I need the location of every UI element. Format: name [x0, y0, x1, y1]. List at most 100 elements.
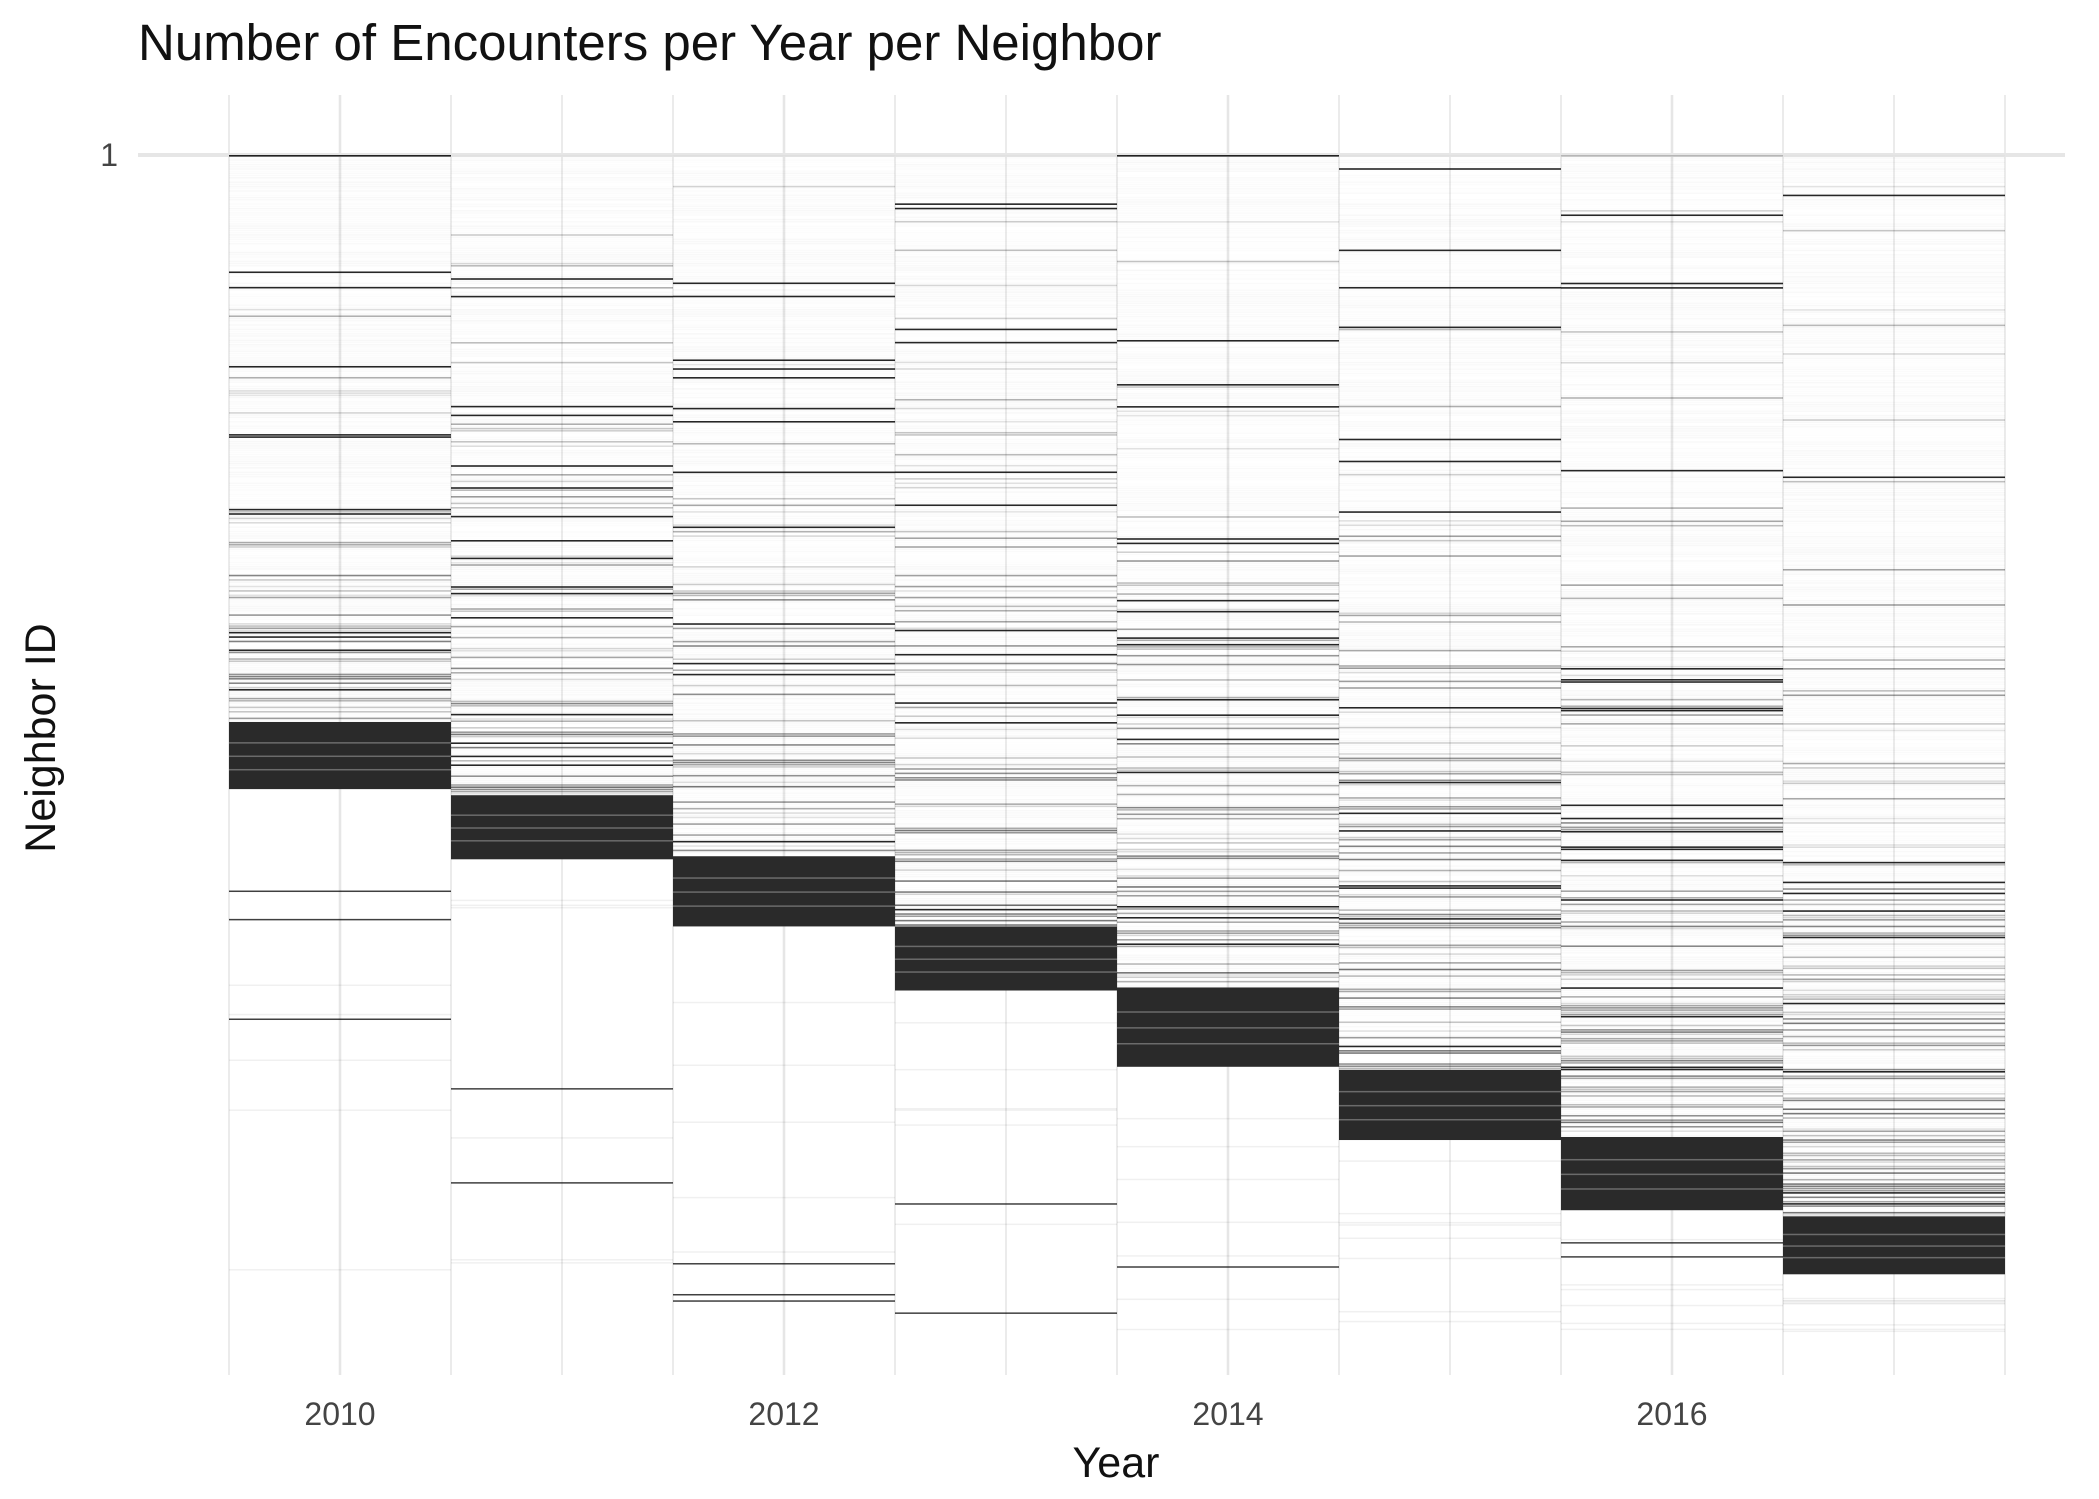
encounter-row: [1339, 212, 1561, 214]
encounter-row: [1783, 175, 2005, 177]
encounter-row: [1783, 1091, 2005, 1093]
encounter-row: [895, 865, 1117, 867]
encounter-row: [1561, 989, 1783, 991]
encounter-row: [895, 445, 1117, 447]
encounter-row: [1783, 857, 2005, 859]
encounter-row: [229, 675, 451, 678]
encounter-row: [1783, 765, 2005, 767]
encounter-row: [895, 603, 1117, 605]
encounter-row: [451, 700, 673, 703]
encounter-row: [229, 596, 451, 599]
encounter-row: [1339, 584, 1561, 586]
encounter-row: [673, 232, 895, 234]
encounter-row: [451, 254, 673, 256]
encounter-row: [673, 357, 895, 359]
encounter-row: [229, 245, 451, 247]
encounter-row: [1783, 294, 2005, 296]
encounter-row: [1561, 589, 1783, 591]
encounter-row: [229, 699, 451, 702]
encounter-row: [673, 718, 895, 720]
encounter-row: [451, 340, 673, 342]
encounter-row: [895, 772, 1117, 775]
encounter-row: [673, 208, 895, 210]
encounter-row: [1783, 525, 2005, 527]
encounter-row: [1783, 1200, 2005, 1203]
encounter-row: [673, 362, 895, 364]
encounter-row: [1783, 1115, 2005, 1117]
encounter-row: [895, 722, 1117, 724]
encounter-row: [451, 245, 673, 247]
encounter-row: [1339, 777, 1561, 779]
encounter-row: [1117, 924, 1339, 926]
encounter-row: [1117, 608, 1339, 611]
encounter-row: [451, 790, 673, 793]
encounter-row: [229, 324, 451, 326]
encounter-row: [1339, 610, 1561, 612]
encounter-row: [1117, 952, 1339, 954]
encounter-row: [1339, 766, 1561, 768]
encounter-row: [1339, 804, 1561, 806]
encounter-row: [673, 322, 895, 324]
encounter-row: [1783, 314, 2005, 316]
encounter-row: [1561, 309, 1783, 311]
encounter-row: [895, 706, 1117, 709]
encounter-row: [1783, 212, 2005, 214]
encounter-row: [895, 284, 1117, 287]
encounter-row: [451, 478, 673, 480]
encounter-row: [673, 326, 895, 328]
encounter-row: [1561, 272, 1783, 274]
encounter-row: [1783, 1167, 2005, 1170]
encounter-row: [1339, 606, 1561, 608]
encounter-row: [895, 1203, 1117, 1205]
encounter-row: [1783, 925, 2005, 928]
encounter-row: [229, 720, 451, 722]
encounter-row: [1561, 780, 1783, 782]
encounter-row: [451, 241, 673, 243]
encounter-row: [1783, 514, 2005, 516]
encounter-row: [229, 469, 451, 471]
encounter-row: [673, 386, 895, 388]
encounter-row: [1561, 463, 1783, 465]
encounter-row: [1561, 399, 1783, 401]
encounter-row: [1783, 842, 2005, 844]
encounter-row: [1783, 921, 2005, 923]
encounter-row: [1561, 258, 1783, 260]
encounter-row: [1117, 490, 1339, 492]
encounter-row: [1117, 331, 1339, 333]
encounter-row: [673, 509, 895, 511]
encounter-row: [673, 217, 895, 219]
encounter-row: [673, 452, 895, 454]
encounter-row: [451, 287, 673, 289]
encounter-row: [451, 753, 673, 755]
encounter-row: [1561, 756, 1783, 758]
encounter-row: [895, 669, 1117, 671]
encounter-row: [673, 320, 895, 322]
encounter-row: [229, 313, 451, 315]
encounter-row: [229, 629, 451, 632]
encounter-row: [229, 414, 451, 416]
encounter-row: [451, 625, 673, 628]
encounter-row: [1561, 967, 1783, 969]
encounter-row: [1339, 214, 1561, 216]
encounter-row: [1339, 1043, 1561, 1045]
encounter-row: [1783, 800, 2005, 802]
encounter-row: [1561, 468, 1783, 470]
encounter-row: [673, 1251, 895, 1253]
encounter-row: [1783, 349, 2005, 351]
encounter-row: [1117, 855, 1339, 857]
encounter-row: [895, 210, 1117, 212]
encounter-row: [451, 727, 673, 729]
encounter-row: [1561, 906, 1783, 908]
encounter-row: [1561, 620, 1783, 622]
encounter-row: [1117, 567, 1339, 569]
encounter-row: [1783, 1330, 2005, 1333]
encounter-row: [1561, 157, 1783, 159]
encounter-row: [1783, 993, 2005, 996]
encounter-row: [895, 595, 1117, 597]
encounter-row: [451, 745, 673, 747]
encounter-row: [1117, 893, 1339, 895]
encounter-row: [1783, 950, 2005, 952]
encounter-row: [1339, 588, 1561, 590]
encounter-row: [451, 586, 673, 588]
encounter-row: [229, 181, 451, 183]
